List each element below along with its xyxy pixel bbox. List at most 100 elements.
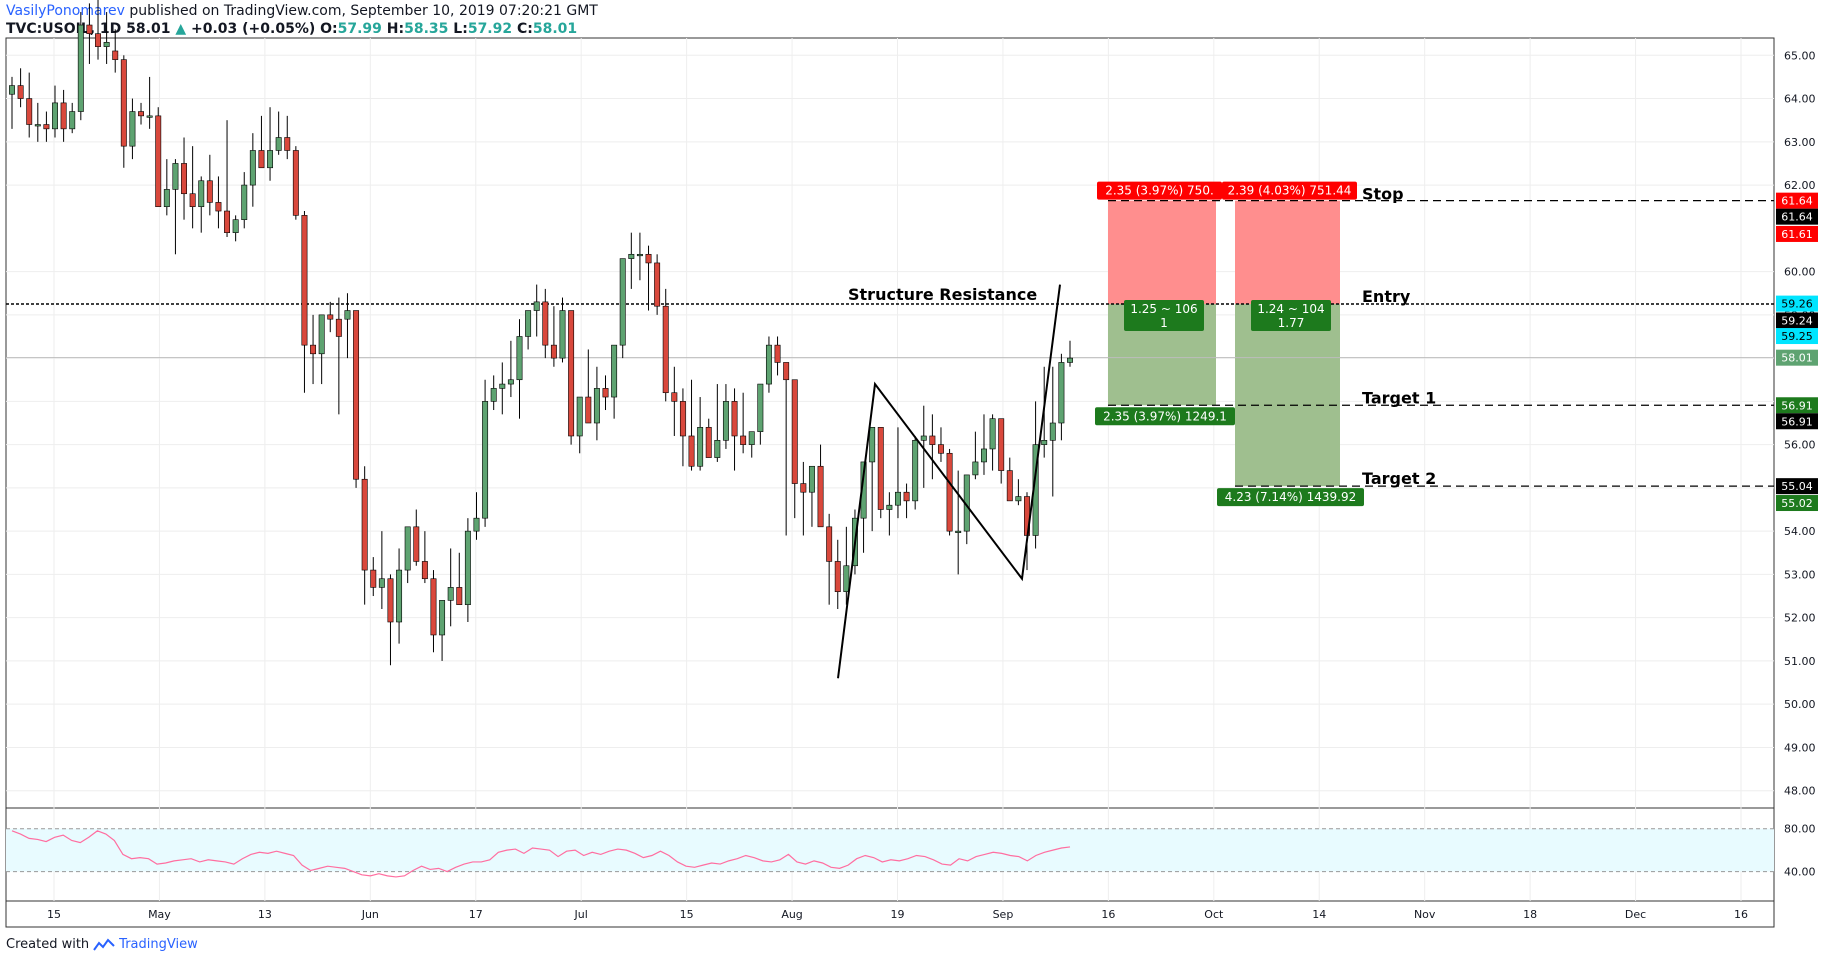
- y-tick-label: 50.00: [1784, 698, 1816, 711]
- candle-up: [912, 440, 919, 502]
- candle-up: [473, 517, 480, 532]
- tradingview-link[interactable]: TradingView: [119, 937, 198, 952]
- candle-up: [808, 465, 815, 493]
- candle-down: [774, 344, 781, 363]
- risk-zone: [1108, 200, 1216, 305]
- candle-up: [757, 383, 764, 432]
- author-link[interactable]: VasilyPonomarev: [6, 3, 125, 19]
- price-tag: 61.64: [1781, 195, 1813, 208]
- candle-up: [714, 440, 721, 458]
- candle-up: [482, 401, 489, 519]
- y-tick-label: 62.00: [1784, 179, 1816, 192]
- reward-label-bg: [1095, 407, 1235, 426]
- candle-up: [378, 578, 385, 588]
- candle-up: [344, 310, 351, 320]
- candle-down: [155, 115, 162, 208]
- candle-up: [525, 310, 532, 337]
- candle-up: [439, 600, 446, 636]
- ratio-label-bg: [1124, 300, 1204, 332]
- y-tick-label: 65.00: [1784, 49, 1816, 62]
- candle-up: [9, 85, 15, 95]
- x-tick-label: Nov: [1414, 908, 1436, 921]
- x-tick-label: 14: [1312, 908, 1326, 921]
- candle-up: [843, 565, 850, 593]
- candle-up: [697, 427, 704, 467]
- rsi-line: [11, 830, 1071, 878]
- candle-down: [877, 427, 884, 510]
- candle-down: [817, 465, 824, 528]
- low-label: L:: [453, 21, 468, 37]
- zigzag-pattern-line: [837, 284, 1061, 679]
- price-tag-bg: [1776, 312, 1818, 329]
- price-tag: 61.64: [1781, 211, 1813, 224]
- candle-down: [602, 388, 609, 398]
- candle-up: [1049, 422, 1056, 441]
- candle-up: [989, 418, 996, 450]
- target1-label: Target 1: [1362, 388, 1436, 407]
- price-tag: 55.02: [1781, 497, 1813, 510]
- candle-up: [559, 310, 566, 359]
- candle-down: [370, 569, 377, 588]
- candle-down: [301, 215, 308, 346]
- candle-down: [120, 59, 127, 147]
- price-tag: 56.91: [1781, 415, 1813, 428]
- price-change: +0.03 (+0.05%): [191, 21, 316, 37]
- x-tick-label: May: [148, 908, 171, 921]
- candle-down: [181, 163, 187, 195]
- y-tick-label: 56.00: [1784, 439, 1816, 452]
- x-tick-label: Aug: [781, 908, 802, 921]
- footer: Created with TradingView: [6, 937, 198, 952]
- candle-down: [138, 111, 144, 117]
- ratio-label: 1.25 ~ 106: [1130, 302, 1197, 316]
- candle-down: [413, 526, 420, 562]
- candle-up: [490, 388, 497, 402]
- candle-up: [1058, 362, 1065, 424]
- reward-zone: [1235, 304, 1340, 487]
- candle-up: [1041, 440, 1048, 445]
- candle-up: [404, 526, 411, 571]
- candle-down: [43, 124, 50, 130]
- candle-up: [516, 336, 523, 381]
- price-tag-bg: [1776, 478, 1818, 495]
- candle-up: [396, 569, 403, 623]
- y-tick-label: 53.00: [1784, 568, 1816, 581]
- risk-label: 2.35 (3.97%) 750.: [1105, 184, 1214, 198]
- candle-down: [662, 305, 669, 394]
- price-tag: 59.25: [1781, 330, 1813, 343]
- price-tag-bg: [1776, 328, 1818, 345]
- candle-down: [731, 401, 738, 437]
- rsi-level-label: 80.00: [1784, 823, 1816, 836]
- tradingview-logo-icon: [93, 937, 115, 951]
- candle-up: [920, 435, 927, 441]
- candle-down: [946, 452, 953, 532]
- candle-up: [895, 491, 901, 506]
- candle-up: [593, 388, 600, 424]
- risk-label-bg: [1097, 181, 1222, 200]
- price-tag-bg: [1776, 192, 1818, 209]
- candle-down: [189, 193, 196, 208]
- candle-down: [1006, 470, 1013, 502]
- candle-down: [929, 435, 936, 445]
- candle-up: [232, 219, 239, 233]
- ratio-label-bg: [1251, 300, 1331, 332]
- candle-up: [955, 530, 962, 533]
- symbol-line: TVC:USOIL, 1D 58.01 ▲ +0.03 (+0.05%) O:5…: [6, 21, 577, 37]
- x-tick-label: 19: [891, 908, 905, 921]
- candle-up: [163, 189, 170, 208]
- candle-down: [206, 180, 213, 203]
- x-tick-label: 15: [680, 908, 694, 921]
- x-tick-label: Jul: [574, 908, 588, 921]
- reward-label: 4.23 (7.14%) 1439.92: [1225, 490, 1356, 504]
- candle-up: [628, 253, 635, 259]
- rsi-band: [6, 828, 1774, 872]
- open-value: 57.99: [337, 21, 382, 37]
- candle-up: [533, 301, 540, 311]
- risk-zone: [1235, 200, 1340, 305]
- candle-up: [146, 115, 153, 118]
- plot-frame: [5, 37, 1775, 928]
- candle-down: [568, 310, 575, 437]
- candle-up: [69, 111, 76, 130]
- candle-down: [938, 444, 944, 454]
- candle-down: [86, 24, 93, 34]
